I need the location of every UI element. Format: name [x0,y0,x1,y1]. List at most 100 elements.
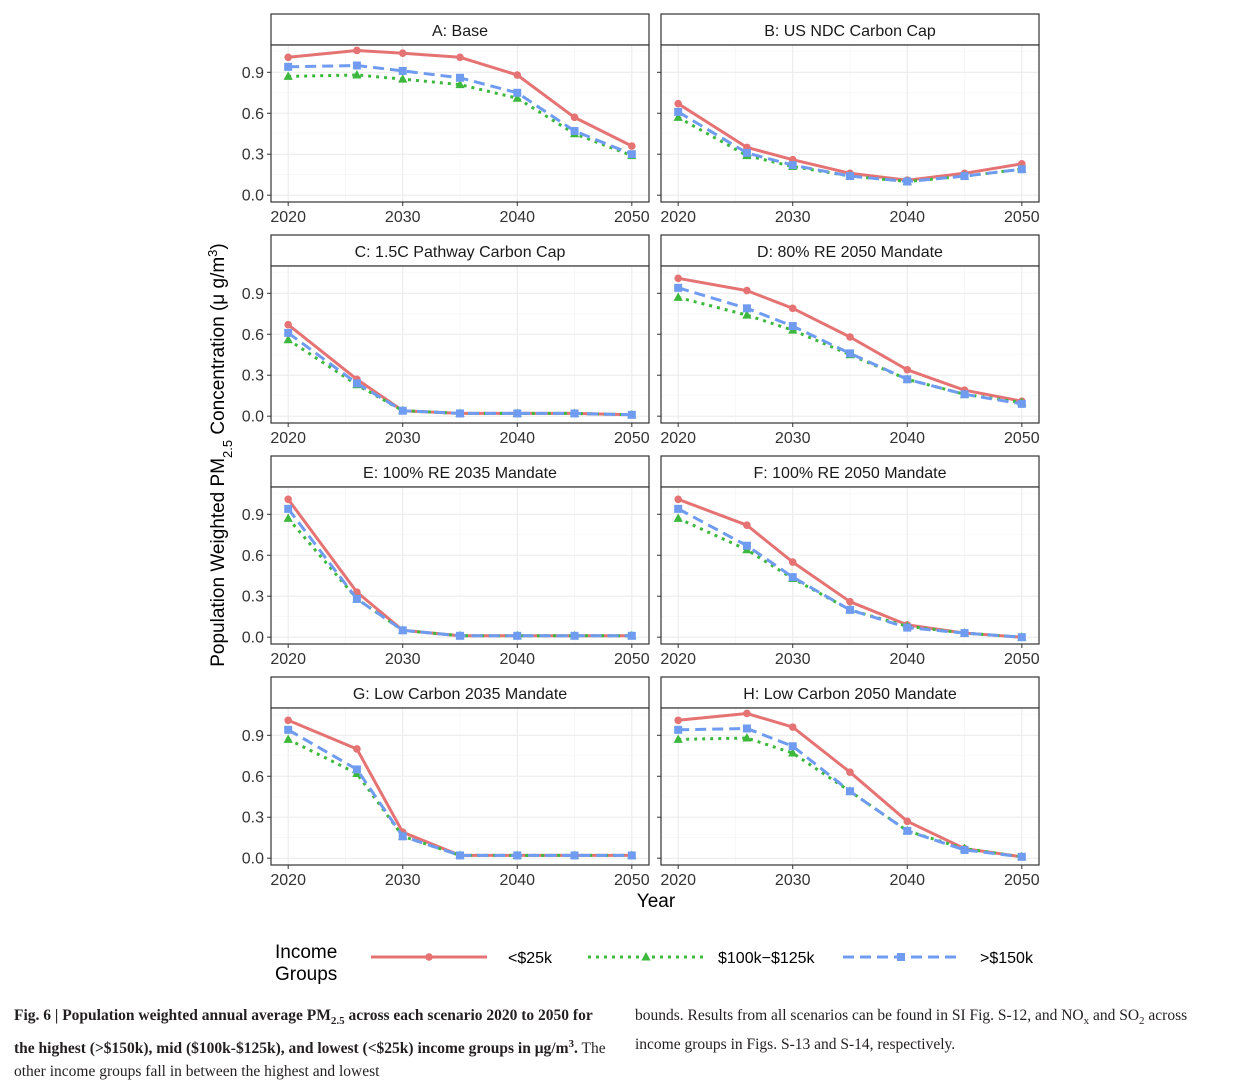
data-point [743,709,751,718]
legend-title: Income [275,942,337,963]
data-point [284,725,293,734]
data-point [903,375,912,384]
panel-title: H: Low Carbon 2050 Mandate [743,686,957,703]
data-point [570,127,579,136]
y-tick-label: 0.0 [242,409,264,426]
data-point [456,631,464,640]
series-square [674,283,1026,408]
x-tick-label: 2020 [660,430,696,447]
x-tick-label: 2030 [385,209,421,226]
legend-key-marker [425,953,433,961]
y-tick-label: 0.0 [242,188,264,205]
data-point [960,629,969,638]
gridlines [661,487,1039,644]
data-point [788,573,797,582]
panel-5: E: 100% RE 2035 Mandate 2020 2030 2040 2050 0… [242,455,650,668]
data-point [846,172,854,181]
y-tick-label: 0.3 [242,368,264,385]
x-tick-label: 2040 [889,651,925,668]
data-point [674,504,683,513]
panel-border [270,486,650,645]
data-point [788,322,797,331]
data-point [283,734,293,743]
data-point [674,99,682,108]
y-tick-label: 0.6 [242,106,264,123]
x-tick-label: 2020 [660,651,696,668]
panel-title: E: 100% RE 2035 Mandate [363,465,557,482]
data-point [512,93,522,102]
series-circle [284,46,636,150]
data-point [903,826,912,835]
data-point [284,716,292,725]
data-point [627,410,636,419]
data-point [1017,852,1026,861]
x-tick-label: 2020 [270,209,306,226]
data-point [353,46,361,55]
panel-4: D: 80% RE 2050 Mandate 2020 2030 2040 2050 [657,234,1040,447]
data-point [674,716,682,725]
data-point [673,292,683,301]
data-point [742,148,751,157]
x-axis-title: Year [637,891,676,912]
caption-bold-sup: 3 [568,1038,575,1051]
panel-title: F: 100% RE 2050 Mandate [753,465,946,482]
data-point [627,851,636,860]
series-square [674,504,1026,642]
x-tick-label: 2020 [660,209,696,226]
data-point [628,142,636,150]
data-point [352,61,361,70]
data-point [903,817,912,826]
panel-strip [270,234,650,267]
data-point [284,62,293,71]
data-point [284,495,292,504]
legend-key-marker [897,953,905,961]
panel-3: C: 1.5C Pathway Carbon Cap 2020 2030 2040 20… [242,234,650,447]
data-point [674,283,683,292]
caption-column-1: Fig. 6 | Population weighted annual aver… [14,1004,614,1083]
legend-label: <$25k [508,950,553,967]
data-point [570,409,579,418]
series-square [284,61,636,159]
data-point [627,631,636,640]
data-point [1017,399,1026,408]
y-tick-label: 0.6 [242,327,264,344]
data-point [673,513,683,522]
data-point [674,725,683,734]
data-point [456,851,464,860]
gridlines [271,708,649,865]
caption-normal: The other income groups fall in between … [14,1040,606,1081]
panel-strip [660,455,1040,488]
data-point [353,745,361,753]
panel-6: F: 100% RE 2050 Mandate 2020 2030 2040 2050 [657,455,1040,668]
data-point [398,626,407,635]
x-tick-label: 2040 [499,872,535,889]
caption-bold-a: Population weighted annual average PM [62,1007,331,1024]
data-point [513,409,522,418]
series-square [284,725,636,860]
panel-1: A: Base 2020 2030 2040 2050 0.0 0.3 0.6 0.9 [242,13,650,226]
data-point [846,333,854,341]
data-point [352,594,361,603]
y-tick-label: 0.0 [242,851,264,868]
legend-item: $100k−$125k [588,950,816,967]
x-tick-label: 2040 [499,430,535,447]
legend-key-marker [641,952,651,961]
x-tick-label: 2020 [660,872,696,889]
panel-strip [270,676,650,709]
x-tick-label: 2030 [775,872,811,889]
data-point [456,53,464,62]
panel-title: G: Low Carbon 2035 Mandate [353,686,567,703]
data-point [846,787,854,796]
data-point [352,765,361,774]
legend-label: >$150k [980,950,1034,967]
data-point [960,845,969,854]
x-tick-label: 2040 [889,430,925,447]
data-point [846,597,854,606]
data-point [742,541,751,550]
data-point [674,495,682,504]
data-point [570,113,579,122]
panel-title: A: Base [432,23,488,40]
panel-strip [660,13,1040,46]
data-point [570,851,579,860]
y-tick-label: 0.9 [242,286,264,303]
